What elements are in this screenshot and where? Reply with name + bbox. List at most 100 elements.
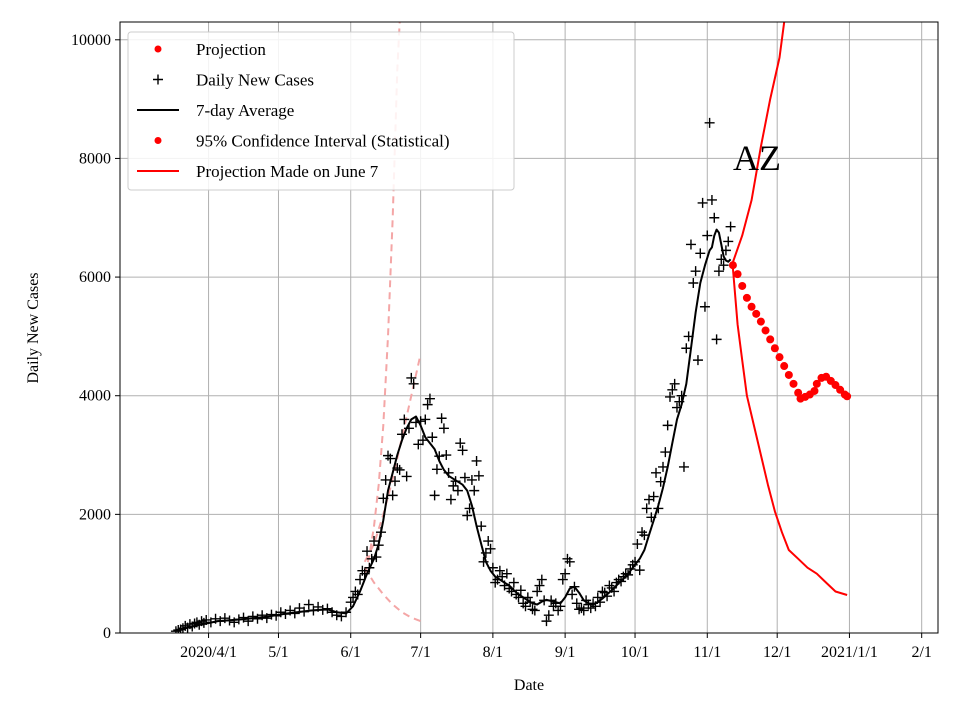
daily-case-point bbox=[669, 378, 680, 389]
daily-case-point bbox=[664, 391, 675, 402]
x-tick-label: 2021/1/1 bbox=[821, 644, 878, 661]
projection-point bbox=[812, 379, 821, 388]
daily-case-point bbox=[567, 589, 578, 600]
daily-case-point bbox=[660, 447, 671, 458]
daily-case-point bbox=[574, 604, 585, 615]
x-tick-label: 9/1 bbox=[555, 644, 575, 661]
daily-case-point bbox=[303, 599, 314, 610]
x-tick-label: 6/1 bbox=[340, 644, 360, 661]
daily-case-point bbox=[406, 372, 417, 383]
daily-case-point bbox=[457, 445, 468, 456]
series-layer bbox=[170, 22, 852, 633]
daily-case-point bbox=[699, 301, 710, 312]
daily-case-point bbox=[438, 423, 449, 434]
daily-case-point bbox=[681, 343, 692, 354]
daily-case-point bbox=[543, 610, 554, 621]
daily-case-point bbox=[483, 536, 494, 547]
legend-label: 7-day Average bbox=[196, 101, 294, 120]
x-tick-label: 2020/4/1 bbox=[180, 644, 237, 661]
daily-case-point bbox=[688, 278, 699, 289]
legend-label: Projection bbox=[196, 40, 266, 59]
projection-point bbox=[810, 386, 819, 395]
daily-case-point bbox=[424, 393, 435, 404]
daily-case-point bbox=[471, 455, 482, 466]
daily-case-point bbox=[534, 580, 545, 591]
daily-case-point bbox=[520, 601, 531, 612]
daily-case-point bbox=[462, 510, 473, 521]
daily-case-point bbox=[576, 603, 587, 614]
legend-label: 95% Confidence Interval (Statistical) bbox=[196, 132, 450, 151]
daily-case-point bbox=[413, 439, 424, 450]
daily-case-point bbox=[662, 420, 673, 431]
projection-point bbox=[761, 326, 770, 335]
daily-case-point bbox=[560, 568, 571, 579]
projection-point bbox=[742, 293, 751, 302]
daily-case-point bbox=[557, 574, 568, 585]
daily-case-point bbox=[527, 604, 538, 615]
daily-case-point bbox=[445, 494, 456, 505]
daily-case-point bbox=[459, 472, 470, 483]
projection-point bbox=[843, 392, 852, 401]
daily-case-point bbox=[508, 577, 519, 588]
daily-case-point bbox=[709, 212, 720, 223]
projection-point bbox=[789, 379, 798, 388]
daily-case-point bbox=[401, 471, 412, 482]
legend-marker-dot bbox=[154, 137, 162, 144]
legend-marker-plus bbox=[153, 74, 163, 85]
daily-case-point bbox=[431, 464, 442, 475]
daily-case-point bbox=[723, 236, 734, 247]
daily-case-point bbox=[247, 611, 258, 622]
daily-case-point bbox=[536, 574, 547, 585]
legend-box bbox=[127, 31, 515, 191]
daily-case-point bbox=[690, 266, 701, 277]
daily-case-point bbox=[476, 521, 487, 532]
daily-case-point bbox=[494, 565, 505, 576]
daily-case-point bbox=[275, 607, 286, 618]
daily-case-point bbox=[469, 485, 480, 496]
x-axis-label: Date bbox=[514, 677, 544, 694]
projection-point bbox=[738, 281, 747, 290]
daily-case-point bbox=[725, 221, 736, 232]
daily-case-point bbox=[704, 117, 715, 128]
daily-case-point bbox=[380, 474, 391, 485]
daily-case-point bbox=[695, 248, 706, 259]
legend-label: Daily New Cases bbox=[196, 71, 314, 90]
daily-case-point bbox=[436, 413, 447, 424]
daily-case-point bbox=[604, 580, 615, 591]
daily-case-point bbox=[658, 461, 669, 472]
projection-point bbox=[756, 317, 765, 326]
state-annotation: AZ bbox=[733, 138, 781, 178]
daily-case-point bbox=[641, 503, 652, 514]
daily-case-point bbox=[692, 355, 703, 366]
daily-case-point bbox=[394, 464, 405, 475]
daily-case-point bbox=[685, 239, 696, 250]
daily-case-point bbox=[441, 450, 452, 461]
95-ci-lower-line bbox=[731, 268, 848, 596]
daily-case-point bbox=[532, 586, 543, 597]
projection-made-on-june-7-lower-line bbox=[363, 567, 421, 623]
daily-case-point bbox=[362, 546, 373, 557]
7-day-average-line bbox=[175, 228, 732, 632]
y-tick-label: 0 bbox=[103, 625, 111, 642]
projection-point bbox=[775, 353, 784, 362]
daily-case-point bbox=[399, 414, 410, 425]
daily-case-point bbox=[676, 390, 687, 401]
daily-case-point bbox=[697, 197, 708, 208]
daily-case-point bbox=[597, 586, 608, 597]
daily-case-point bbox=[592, 592, 603, 603]
daily-case-point bbox=[706, 194, 717, 205]
y-axis-label: Daily New Cases bbox=[25, 272, 42, 383]
legend: Projection Daily New Cases 7-day Average 95… bbox=[127, 31, 515, 191]
daily-case-point bbox=[387, 490, 398, 501]
daily-case-point bbox=[648, 491, 659, 502]
projection-point bbox=[752, 309, 761, 318]
daily-case-point bbox=[571, 598, 582, 609]
legend-marker-dot bbox=[154, 45, 162, 53]
daily-case-point bbox=[485, 543, 496, 554]
daily-case-point bbox=[417, 435, 428, 446]
y-tick-label: 4000 bbox=[79, 388, 111, 405]
daily-case-point bbox=[466, 474, 477, 485]
daily-case-point bbox=[578, 605, 589, 616]
daily-case-point bbox=[448, 480, 459, 491]
y-tick-label: 10000 bbox=[71, 32, 111, 49]
